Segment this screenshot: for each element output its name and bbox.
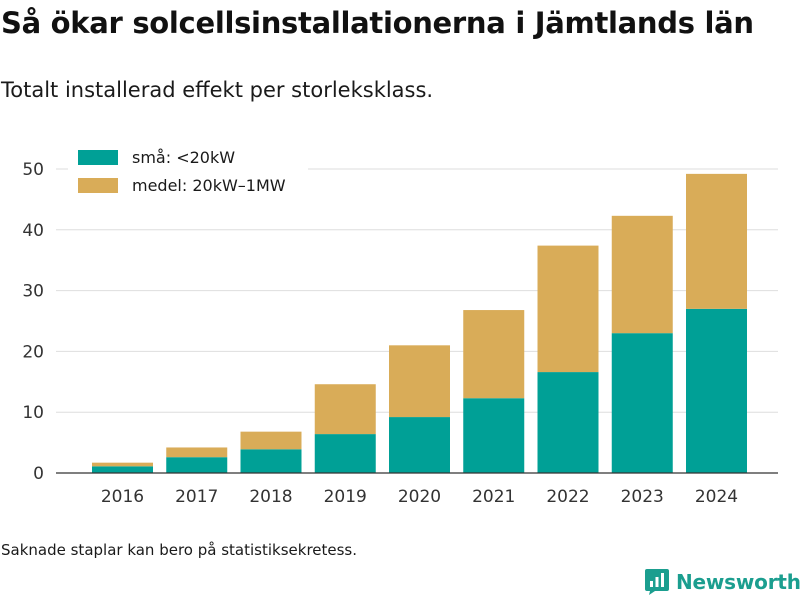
bar-segment	[240, 449, 302, 473]
chart-subtitle: Totalt installerad effekt per storlekskl…	[1, 78, 434, 102]
bar-segment	[240, 431, 302, 450]
x-axis-tick-labels: 2016 2017 2018 2019 2020 2021 2022 2023 2024	[101, 487, 738, 507]
bar-segment	[314, 384, 376, 435]
footnote: Saknade staplar kan bero på statistiksek…	[1, 541, 358, 559]
x-tick-label: 2018	[249, 487, 292, 507]
bar-segment	[463, 310, 525, 399]
newsworthy-brand: Newsworthy	[644, 568, 800, 596]
y-axis-tick-labels: 0 10 20 30 40 50	[22, 160, 44, 484]
legend-label: små: <20kW	[132, 148, 235, 167]
x-tick-label: 2017	[175, 487, 218, 507]
bars	[92, 173, 747, 473]
bar-segment	[314, 434, 376, 473]
chart-title: Så ökar solcellsinstallationerna i Jämtl…	[1, 6, 754, 40]
chart-legend: små: <20kW medel: 20kW–1MW	[68, 143, 308, 201]
y-tick-label: 20	[22, 342, 44, 362]
y-tick-label: 10	[22, 403, 44, 423]
x-tick-label: 2023	[621, 487, 664, 507]
bar-segment	[166, 457, 228, 473]
x-tick-label: 2019	[324, 487, 367, 507]
legend-swatch	[78, 150, 118, 165]
bar-segment	[389, 417, 450, 473]
bar-segment	[611, 215, 673, 334]
y-tick-label: 30	[22, 282, 44, 302]
x-tick-label: 2021	[472, 487, 515, 507]
x-tick-label: 2024	[695, 487, 738, 507]
x-tick-label: 2022	[546, 487, 589, 507]
y-tick-label: 50	[22, 160, 44, 180]
bar-segment	[166, 447, 228, 458]
bar-segment	[686, 173, 747, 309]
y-tick-label: 40	[22, 221, 44, 241]
bar-segment	[537, 372, 599, 473]
bar-segment	[463, 398, 525, 473]
x-tick-label: 2020	[398, 487, 441, 507]
brand-name: Newsworthy	[676, 570, 800, 594]
newsworthy-logo-icon	[645, 569, 669, 595]
bar-segment	[537, 245, 599, 373]
y-tick-label: 0	[33, 464, 44, 484]
bar-segment	[92, 462, 153, 467]
bar-segment	[389, 345, 450, 418]
legend-swatch	[78, 178, 118, 193]
x-tick-label: 2016	[101, 487, 144, 507]
bar-segment	[686, 308, 747, 473]
bar-segment	[611, 333, 673, 473]
bar-segment	[92, 466, 153, 473]
legend-label: medel: 20kW–1MW	[132, 176, 286, 195]
